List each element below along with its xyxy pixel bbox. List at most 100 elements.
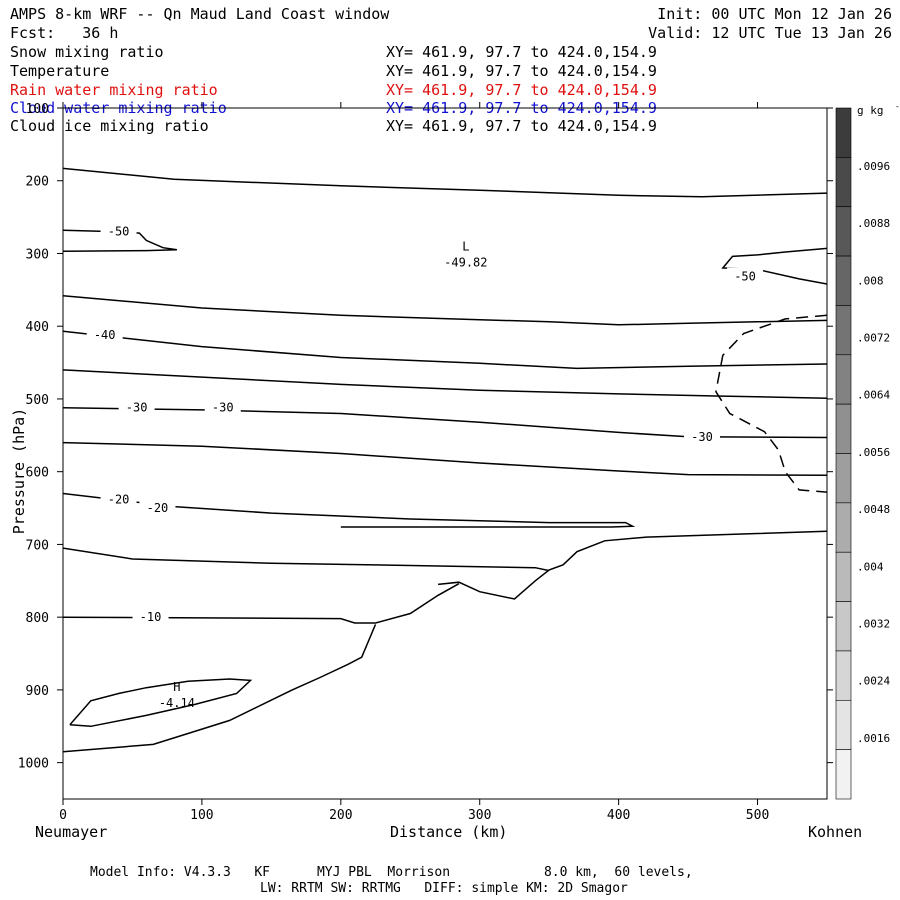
colorbar-swatch: [835, 453, 852, 504]
colorbar-swatch: [835, 551, 852, 602]
x-tick-label: 300: [468, 808, 491, 823]
x-tick-label: 400: [607, 808, 630, 823]
contour-label-bg: [132, 608, 169, 625]
field-xy-cloud-water: XY= 461.9, 97.7 to 424.0,154.9: [386, 99, 657, 117]
colorbar-label: .0064: [857, 389, 890, 402]
colorbar-unit: g kg: [857, 104, 884, 117]
colorbar-swatch: [835, 354, 852, 405]
contour-label-bg: [118, 398, 155, 415]
y-axis-label: Pressure (hPa): [10, 407, 29, 535]
y-tick-label: 600: [26, 466, 49, 481]
temperature-contour: [63, 547, 550, 572]
temperature-contour: [63, 583, 460, 624]
y-tick-label: 700: [26, 538, 49, 553]
y-tick-label: 900: [26, 684, 49, 699]
colorbar-swatch: [835, 107, 852, 158]
contour-label-bg: [100, 490, 137, 507]
colorbar-label: .0056: [857, 446, 890, 459]
temperature-contour: [63, 624, 377, 753]
extremum-value: -49.82: [444, 256, 487, 270]
contour-label: -50: [734, 270, 756, 284]
colorbar-label: .0024: [857, 675, 890, 688]
colorbar-label: .004: [857, 560, 884, 573]
contour-label-bg: [86, 325, 123, 342]
model-info-line1: Model Info: V4.3.3 KF MYJ PBL Morrison 8…: [90, 865, 693, 880]
temperature-contour: [63, 492, 636, 528]
temperature-contour: [69, 678, 253, 728]
extremum-value: -4.14: [159, 696, 195, 710]
contour-label-bg: [683, 427, 720, 444]
colorbar-label: .0096: [857, 160, 890, 173]
colorbar-swatch: [835, 157, 852, 208]
field-name-rain: Rain water mixing ratio: [10, 81, 218, 99]
colorbar-label: .008: [857, 274, 884, 287]
field-name-cloud-water: Cloud water mixing ratio: [10, 99, 227, 117]
x-tick-label: 500: [746, 808, 769, 823]
extremum-letter: H: [173, 680, 180, 694]
y-tick-label: 300: [26, 247, 49, 262]
field-xy-temperature: XY= 461.9, 97.7 to 424.0,154.9: [386, 62, 657, 80]
colorbar-label: .0088: [857, 217, 890, 230]
temperature-contour: [63, 406, 827, 439]
x-tick-label: 0: [59, 808, 67, 823]
contour-label: -10: [140, 610, 162, 624]
contour-label-bg: [139, 499, 176, 516]
contour-label: -40: [94, 328, 116, 342]
temperature-contour: [63, 369, 827, 399]
temperature-contour: [63, 294, 827, 326]
temperature-contour: [63, 441, 827, 477]
temperature-contour: [63, 229, 178, 253]
field-name-snow: Snow mixing ratio: [10, 43, 164, 61]
colorbar-label: .0072: [857, 332, 890, 345]
temperature-contour: [63, 330, 827, 370]
y-tick-label: 800: [26, 611, 49, 626]
colorbar-swatch: [835, 749, 852, 800]
field-xy-cloud-ice: XY= 461.9, 97.7 to 424.0,154.9: [386, 117, 657, 135]
field-name-temperature: Temperature: [10, 62, 110, 80]
extremum-letter: L: [462, 240, 469, 254]
contour-label: -20: [147, 501, 169, 515]
temperature-contour: [721, 247, 827, 285]
colorbar-label: .0048: [857, 503, 890, 516]
init-time: Init: 00 UTC Mon 12 Jan 26: [657, 5, 892, 23]
colorbar-swatch: [835, 403, 852, 454]
contour-label-bg: [100, 222, 137, 239]
x-left-station-label: Neumayer: [35, 823, 108, 841]
temperature-contour: [63, 167, 827, 198]
colorbar-label: .0016: [857, 732, 890, 745]
x-axis-label: Distance (km): [390, 823, 508, 841]
forecast-hour: Fcst: 36 h: [10, 24, 119, 42]
colorbar-swatch: [835, 502, 852, 553]
y-tick-label: 1000: [18, 757, 49, 772]
colorbar-swatch: [835, 206, 852, 257]
temperature-contour: [438, 530, 827, 600]
colorbar-unit-exponent: -1: [895, 102, 900, 111]
chart-title: AMPS 8-km WRF -- Qn Maud Land Coast wind…: [10, 5, 390, 23]
plot-frame: [62, 107, 828, 800]
contour-label: -20: [108, 492, 130, 506]
snow-mixing-ratio-contour: [715, 314, 827, 493]
model-info-line2: LW: RRTM SW: RRTMG DIFF: simple KM: 2D S…: [260, 881, 628, 896]
y-tick-label: 200: [26, 175, 49, 190]
contour-label: -30: [691, 430, 713, 444]
y-tick-label: 400: [26, 320, 49, 335]
field-name-cloud-ice: Cloud ice mixing ratio: [10, 117, 209, 135]
valid-time: Valid: 12 UTC Tue 13 Jan 26: [648, 24, 892, 42]
contour-label: -30: [126, 401, 148, 415]
y-tick-label: 500: [26, 393, 49, 408]
x-right-station-label: Kohnen: [808, 823, 863, 841]
colorbar-swatch: [835, 305, 852, 356]
field-xy-rain: XY= 461.9, 97.7 to 424.0,154.9: [386, 81, 657, 99]
contour-label: -50: [108, 225, 130, 239]
colorbar-swatch: [835, 255, 852, 306]
field-xy-snow: XY= 461.9, 97.7 to 424.0,154.9: [386, 43, 657, 61]
colorbar-swatch: [835, 601, 852, 652]
colorbar-swatch: [835, 650, 852, 701]
contour-label-bg: [204, 398, 241, 415]
colorbar-swatch: [835, 699, 852, 750]
colorbar-label: .0032: [857, 618, 890, 631]
x-tick-label: 100: [190, 808, 213, 823]
contour-label: -30: [212, 401, 234, 415]
contour-label-bg: [727, 267, 764, 284]
